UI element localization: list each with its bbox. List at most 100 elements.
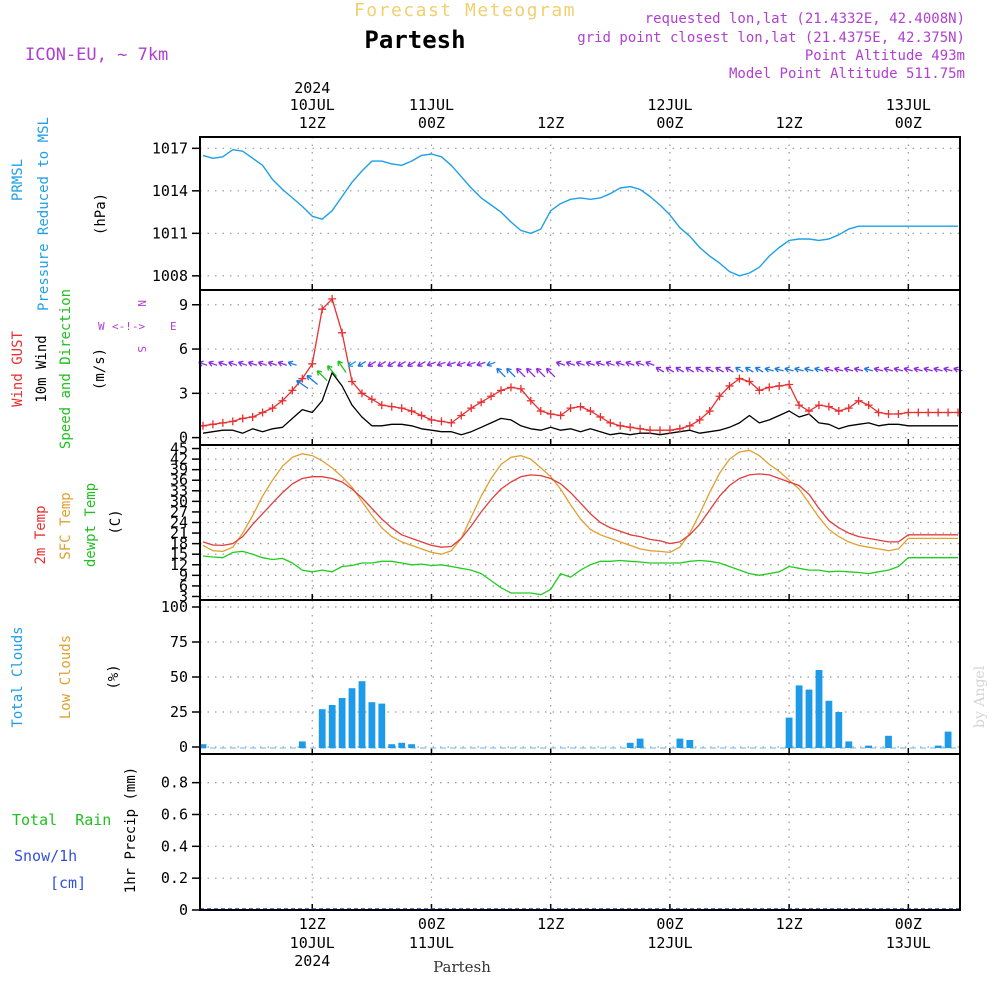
cloud-bar xyxy=(636,738,644,748)
model-altitude: Model Point Altitude 511.75m xyxy=(729,66,965,82)
compass-east: E xyxy=(170,320,177,333)
gust-marker xyxy=(338,328,347,337)
pressure-ytick-label: 1008 xyxy=(152,267,188,285)
top-time-label: 12Z xyxy=(776,114,803,132)
gust-marker xyxy=(616,421,625,430)
gust-marker xyxy=(944,408,953,417)
cloud-bar xyxy=(348,688,356,748)
bottom-time-label: 10JUL xyxy=(290,934,335,952)
wind-direction-arrow xyxy=(754,366,764,373)
wind-direction-arrow xyxy=(515,367,526,378)
gust-marker xyxy=(795,401,804,410)
wind-direction-arrow xyxy=(843,366,854,373)
bottom-time-label: 00Z xyxy=(656,915,683,933)
clouds-ytick-label: 25 xyxy=(170,703,188,721)
temperature-ytick-label: 12 xyxy=(170,556,188,574)
precip-panel: 0 0.2 0.4 0.6 0.8 xyxy=(161,753,961,919)
wind-direction-arrow xyxy=(873,366,884,373)
gust-marker xyxy=(457,411,466,420)
wind-direction-arrow xyxy=(247,360,258,367)
gust-marker xyxy=(427,415,436,424)
top-time-label: 00Z xyxy=(895,114,922,132)
wind-direction-arrow xyxy=(287,360,297,367)
wind-direction-arrow xyxy=(417,361,426,367)
compass-arrow: <-!-> xyxy=(112,320,145,333)
top-time-label: 12Z xyxy=(299,114,326,132)
wind-direction-arrow xyxy=(347,361,357,367)
wind-direction-arrow xyxy=(545,367,556,378)
temperature-ytick-label: 42 xyxy=(170,450,188,468)
wind-panel: 0 3 6 9 xyxy=(179,289,963,447)
wind-direction-arrow xyxy=(555,360,566,367)
temperature-ytick-label: 30 xyxy=(170,492,188,510)
wind10m-label: 10m Wind xyxy=(34,335,50,402)
wind-direction-arrow xyxy=(218,360,228,367)
cloud-bar xyxy=(388,744,396,748)
wind-direction-arrow xyxy=(933,366,943,373)
temperature-ytick-label: 33 xyxy=(170,482,188,500)
wind-direction-arrow xyxy=(695,366,704,373)
dewpt-temp-label: dewpt Temp xyxy=(83,483,99,567)
top-time-label: 00Z xyxy=(656,114,683,132)
temperature-ytick-label: 24 xyxy=(170,514,188,532)
gust-marker xyxy=(437,417,446,426)
gust-marker xyxy=(606,418,615,427)
wind-direction-arrow xyxy=(943,366,953,373)
requested-coords: requested lon,lat (21.4332E, 42.4008N) xyxy=(645,11,965,27)
credit-watermark: by Angel xyxy=(972,665,988,728)
wind-direction-arrow xyxy=(377,361,387,367)
wind-direction-arrow xyxy=(476,360,486,367)
pressure-ytick-label: 1017 xyxy=(152,139,188,157)
wind-direction-arrow xyxy=(824,366,834,373)
gust-marker xyxy=(765,383,774,392)
precip-ytick-label: 0.6 xyxy=(161,805,188,823)
wind-direction-arrow xyxy=(466,360,476,367)
gust-marker xyxy=(685,421,694,430)
cloud-bar xyxy=(865,745,872,748)
total-rain-label: Total Rain xyxy=(12,811,111,829)
wind-direction-arrow xyxy=(326,365,338,378)
wind-direction-arrow xyxy=(575,360,585,367)
bottom-time-label: 00Z xyxy=(895,915,922,933)
cloud-bar xyxy=(795,685,803,748)
wind-direction-arrow xyxy=(397,361,406,367)
point-altitude: Point Altitude 493m xyxy=(805,48,965,64)
top-time-label: 10JUL xyxy=(290,96,335,114)
gust-marker xyxy=(258,408,267,417)
wind-compass: W <-!-> E N S xyxy=(98,300,177,353)
gust-marker xyxy=(715,392,724,401)
cloud-bar xyxy=(199,744,207,748)
gust-marker xyxy=(477,398,486,407)
wind-direction-arrow xyxy=(784,366,794,373)
pressure-line xyxy=(202,148,958,277)
bottom-time-label: 12Z xyxy=(776,915,803,933)
top-time-label: 13JUL xyxy=(886,96,931,114)
wind-ytick-label: 3 xyxy=(179,384,188,402)
clouds-ytick-label: 50 xyxy=(170,668,188,686)
wind-direction-arrow xyxy=(665,366,675,373)
low-clouds-label: Low Clouds xyxy=(58,635,74,719)
gust-marker xyxy=(735,374,744,383)
wind-direction-arrow xyxy=(277,360,287,367)
temperature-ytick-label: 45 xyxy=(170,440,188,458)
dewpoint-line xyxy=(202,550,958,596)
gust-marker xyxy=(268,404,277,413)
compass-south: S xyxy=(135,346,148,353)
gust-marker xyxy=(586,407,595,416)
gust-marker xyxy=(576,402,585,411)
gust-marker xyxy=(775,381,784,390)
wind-direction-arrow xyxy=(208,360,218,367)
wind-direction-arrow xyxy=(585,360,595,367)
gust-marker xyxy=(655,426,664,435)
gust-marker xyxy=(824,402,833,411)
wind-direction-arrow xyxy=(903,366,913,373)
wind-direction-arrow xyxy=(764,366,774,373)
wind-unit-label: (m/s) xyxy=(92,348,108,390)
clouds-ytick-label: 0 xyxy=(179,738,188,756)
pressure-ytick-label: 1014 xyxy=(152,182,188,200)
pressure-ytick-label: 1011 xyxy=(152,224,188,242)
gust-marker xyxy=(308,359,317,368)
precip-ytick-label: 0.4 xyxy=(161,837,188,855)
